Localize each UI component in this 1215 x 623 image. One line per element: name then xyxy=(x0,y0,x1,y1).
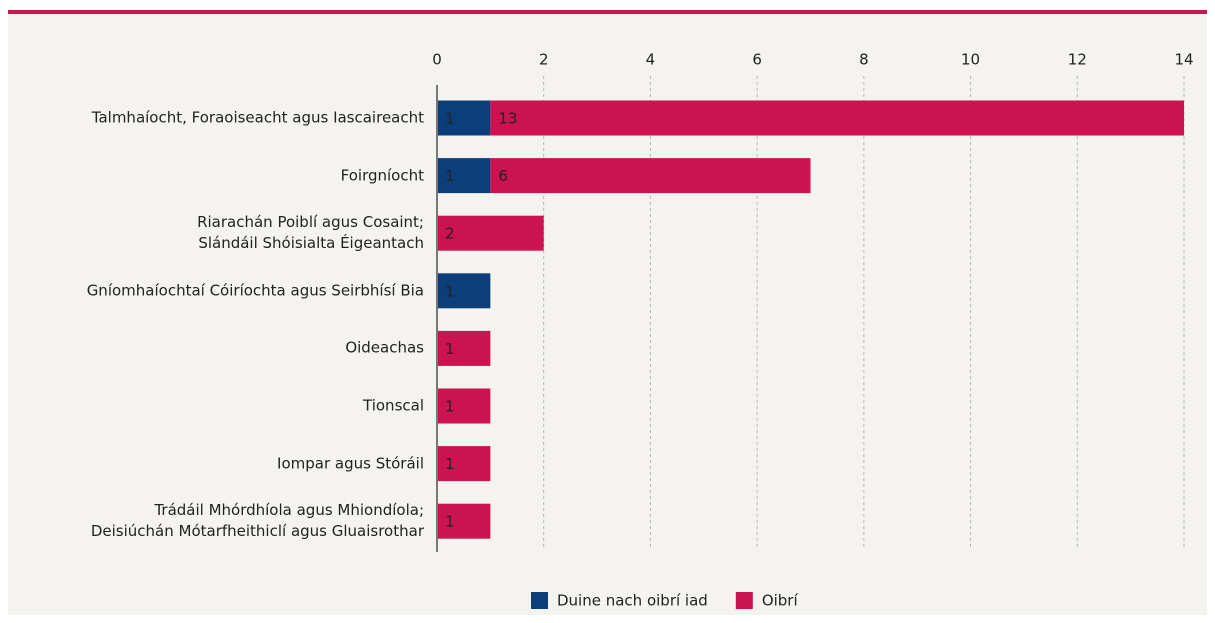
legend-label: Duine nach oibrí iad xyxy=(557,592,708,610)
x-tick-label: 0 xyxy=(432,51,442,69)
legend-swatch xyxy=(531,592,548,609)
legend-label: Oibrí xyxy=(762,592,799,610)
bar xyxy=(490,100,1184,136)
category-label: Gníomhaíochtaí Cóiríochta agus Seirbhísí… xyxy=(86,281,424,300)
data-label: 1 xyxy=(445,398,455,416)
category-label: Riarachán Poiblí agus Cosaint; Slándáil … xyxy=(197,213,424,253)
category-label: Oideachas xyxy=(345,338,424,357)
category-label: Iompar agus Stóráil xyxy=(277,454,424,473)
top-rule xyxy=(8,10,1207,14)
x-tick-label: 8 xyxy=(859,51,869,69)
category-label: Talmhaíocht, Foraoiseacht agus Iascairea… xyxy=(91,108,424,127)
x-tick-label: 6 xyxy=(752,51,762,69)
data-label: 13 xyxy=(498,110,517,128)
category-label: Foirgníocht xyxy=(340,166,424,185)
bar xyxy=(437,446,491,482)
x-tick-label: 4 xyxy=(646,51,656,69)
legend-swatch xyxy=(735,592,753,609)
bar xyxy=(437,330,491,366)
data-label: 1 xyxy=(445,455,455,473)
data-label: 6 xyxy=(498,167,508,185)
bar xyxy=(437,215,544,251)
data-label: 2 xyxy=(445,225,455,243)
data-label: 1 xyxy=(445,513,455,531)
data-label: 1 xyxy=(445,110,455,128)
x-tick-label: 10 xyxy=(961,51,980,69)
data-label: 1 xyxy=(445,167,455,185)
bar xyxy=(437,503,491,539)
data-label: 1 xyxy=(445,340,455,358)
x-tick-label: 12 xyxy=(1068,51,1087,69)
bar xyxy=(437,158,491,194)
category-label: Tionscal xyxy=(363,396,424,415)
bar xyxy=(437,100,491,136)
bar xyxy=(437,273,491,309)
bar xyxy=(490,158,811,194)
data-label: 1 xyxy=(445,282,455,300)
bar xyxy=(437,388,491,424)
category-label: Trádáil Mhórdhíola agus Mhiondíola; Deis… xyxy=(90,501,424,541)
x-tick-label: 14 xyxy=(1174,51,1193,69)
x-tick-label: 2 xyxy=(539,51,549,69)
